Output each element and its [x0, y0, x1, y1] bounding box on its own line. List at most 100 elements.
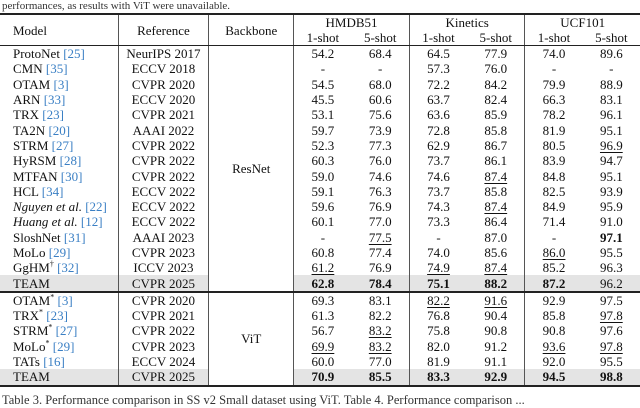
- value: -: [551, 61, 557, 77]
- value-cell: -: [293, 61, 352, 77]
- value-cell: 85.8: [467, 184, 525, 199]
- value-cell: 77.4: [352, 245, 410, 260]
- value-cell: 77.0: [352, 214, 410, 229]
- citation-link[interactable]: [20]: [48, 122, 71, 138]
- value: 90.4: [484, 308, 508, 324]
- citation-link[interactable]: [32]: [57, 260, 79, 276]
- model-cell: MTFAN [30]: [0, 168, 118, 184]
- value-cell: 60.1: [293, 214, 352, 230]
- value-cell: 88.9: [583, 77, 640, 92]
- value-cell: 87.0: [467, 230, 525, 245]
- value: 70.9: [311, 369, 335, 385]
- value: 83.1: [368, 292, 392, 308]
- citation-link[interactable]: [29]: [52, 338, 75, 354]
- reference-cell: CVPR 2025: [117, 369, 209, 386]
- value: 71.4: [542, 214, 566, 230]
- value-cell: 63.6: [408, 107, 468, 123]
- reference-cell: ICCV 2023: [117, 260, 209, 276]
- citation-link[interactable]: [27]: [51, 137, 74, 153]
- reference-cell: AAAI 2023: [117, 229, 209, 245]
- model-superscript: †: [49, 259, 54, 269]
- value-cell: 86.1: [467, 153, 525, 168]
- table-row: TA2N [20] AAAI 2022 59.7 73.9 72.8 85.8 81.9 95…: [0, 122, 640, 138]
- citation-link[interactable]: [33]: [43, 92, 66, 108]
- citation-link[interactable]: [12]: [80, 214, 103, 230]
- value-cell: 53.1: [293, 107, 352, 123]
- value-cell: 93.9: [583, 184, 640, 199]
- citation-link[interactable]: [22]: [85, 199, 107, 215]
- reference-cell: ECCV 2022: [117, 214, 209, 230]
- model-cell: STRM* [27]: [0, 323, 118, 338]
- model-cell: MoLo [29]: [0, 245, 118, 260]
- value: 83.3: [427, 369, 450, 385]
- value-cell: 54.5: [293, 76, 352, 92]
- value-cell: 82.2: [352, 308, 410, 323]
- value-cell: 82.5: [524, 183, 583, 199]
- header-reference: Reference: [117, 14, 209, 46]
- table-row: STRM* [27] CVPR 2022 56.7 83.2 75.8 90.8 90.8 9…: [0, 323, 640, 339]
- value: 97.8: [599, 338, 623, 354]
- value: 77.9: [484, 46, 508, 62]
- citation-link[interactable]: [3]: [53, 76, 69, 92]
- value-cell: 84.2: [467, 77, 525, 92]
- value: 95.5: [599, 245, 623, 260]
- model-cell: SloshNet [31]: [0, 230, 118, 245]
- value-cell: 57.3: [408, 61, 468, 77]
- value: 77.3: [368, 137, 392, 153]
- model-name: TRX: [13, 308, 39, 324]
- caption-top: performances, as results with ViT were u…: [2, 0, 231, 12]
- value-cell: 83.9: [524, 153, 583, 169]
- value: 76.0: [484, 61, 508, 77]
- value: 53.1: [311, 107, 335, 123]
- backbone-cell: ViT: [208, 290, 294, 386]
- model-superscript: *: [45, 338, 50, 348]
- value-cell: 90.8: [524, 323, 583, 339]
- value: 64.5: [427, 46, 450, 62]
- value-cell: 90.4: [467, 308, 525, 323]
- citation-link[interactable]: [25]: [63, 46, 85, 62]
- value-cell: 97.6: [583, 323, 640, 338]
- citation-link[interactable]: [31]: [63, 229, 86, 245]
- model-name: ARN: [13, 92, 41, 108]
- value: 83.9: [542, 153, 566, 169]
- value-cell: 59.7: [293, 122, 352, 138]
- value: -: [551, 229, 557, 245]
- value: 82.2: [427, 292, 450, 308]
- value: 76.3: [368, 183, 392, 199]
- value-cell: 92.0: [524, 353, 583, 370]
- value-cell: 91.6: [467, 290, 525, 309]
- value: 78.2: [542, 107, 566, 123]
- value: 86.1: [484, 153, 508, 169]
- citation-link[interactable]: [23]: [46, 308, 68, 324]
- model-name: CMN: [13, 61, 43, 77]
- citation-link[interactable]: [29]: [48, 245, 71, 260]
- value: 73.3: [427, 214, 450, 230]
- table-row: OTAM* [3] CVPR 2020 ViT 69.3 83.1 82.2 91.6 92.…: [0, 290, 640, 386]
- value: 74.6: [427, 168, 450, 184]
- value: 88.9: [599, 76, 623, 92]
- value-cell: 60.3: [293, 153, 352, 169]
- model-cell: CMN [35]: [0, 61, 118, 76]
- citation-link[interactable]: [30]: [60, 168, 83, 184]
- citation-link[interactable]: [35]: [45, 61, 68, 77]
- value-cell: 78.4: [351, 275, 410, 292]
- citation-link[interactable]: [23]: [42, 107, 64, 123]
- citation-link[interactable]: [3]: [57, 292, 73, 308]
- citation-link[interactable]: [16]: [43, 354, 65, 370]
- model-name: OTAM: [13, 292, 51, 308]
- reference-cell: CVPR 2025: [117, 275, 209, 292]
- citation-link[interactable]: [27]: [55, 323, 78, 339]
- value-cell: 96.3: [583, 260, 640, 275]
- citation-link[interactable]: [28]: [59, 153, 82, 169]
- value-cell: 81.9: [408, 353, 468, 370]
- value-cell: 83.1: [351, 290, 410, 309]
- value: 57.3: [427, 61, 450, 77]
- model-name: MoLo: [13, 245, 46, 260]
- model-cell: HyRSM [28]: [0, 153, 118, 168]
- value-cell: 68.4: [352, 46, 410, 62]
- header-shot: 5-shot: [467, 30, 525, 46]
- value-cell: -: [293, 229, 352, 245]
- value-cell: 80.5: [524, 137, 583, 154]
- value: 85.8: [484, 122, 508, 138]
- citation-link[interactable]: [34]: [41, 183, 64, 199]
